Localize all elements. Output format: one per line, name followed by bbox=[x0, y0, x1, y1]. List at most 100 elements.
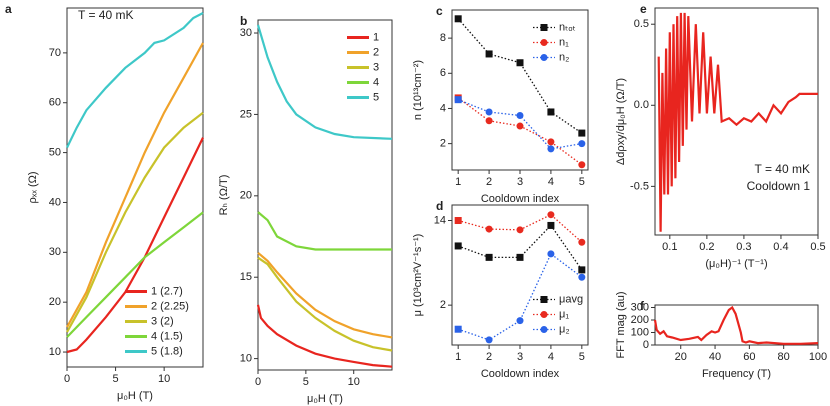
y-tick-label: 2 bbox=[440, 138, 446, 150]
x-axis-label: μ₀H (T) bbox=[307, 393, 343, 405]
legend-label: 3 (2) bbox=[151, 315, 174, 327]
panel-label: b bbox=[240, 14, 247, 28]
data-line bbox=[653, 305, 819, 345]
x-axis-label: μ₀H (T) bbox=[117, 390, 153, 402]
data-line bbox=[657, 12, 818, 232]
y-tick-label: 0.0 bbox=[634, 99, 649, 111]
plot-frame bbox=[654, 7, 819, 236]
data-line bbox=[256, 304, 393, 368]
data-point bbox=[547, 221, 555, 229]
data-line bbox=[256, 24, 393, 140]
data-point bbox=[454, 325, 462, 333]
legend-label: nₜₒₜ bbox=[559, 21, 576, 33]
y-axis-label: μ (10³cm²V⁻¹s⁻¹) bbox=[412, 234, 424, 317]
y-tick-label: 0 bbox=[643, 339, 649, 351]
data-line bbox=[457, 252, 583, 341]
data-line bbox=[257, 256, 393, 352]
y-tick-label: 20 bbox=[49, 296, 61, 308]
x-tick-label: 5 bbox=[113, 373, 119, 385]
x-tick-label: 40 bbox=[709, 351, 721, 363]
legend-label: n₁ bbox=[559, 36, 569, 48]
x-tick-label: 100 bbox=[809, 351, 827, 363]
data-point bbox=[485, 336, 493, 344]
legend-label: 2 bbox=[373, 46, 379, 58]
panel-label: c bbox=[436, 4, 443, 18]
data-line bbox=[66, 137, 204, 354]
legend-label: 4 (1.5) bbox=[151, 330, 183, 342]
y-tick-label: 30 bbox=[240, 27, 252, 39]
legend-marker bbox=[540, 311, 548, 318]
data-point bbox=[547, 145, 555, 153]
y-tick-label: 50 bbox=[49, 147, 61, 159]
data-point bbox=[454, 242, 462, 250]
data-point bbox=[547, 138, 555, 146]
legend-label: 4 bbox=[373, 76, 379, 88]
data-point bbox=[516, 59, 524, 67]
legend-label: n₂ bbox=[559, 51, 569, 63]
x-tick-label: 3 bbox=[517, 351, 523, 363]
y-axis-label: ρₓₓ (Ω) bbox=[27, 171, 39, 203]
data-point bbox=[516, 111, 524, 119]
x-tick-label: 4 bbox=[548, 351, 554, 363]
y-tick-label: 300 bbox=[631, 301, 649, 313]
data-point bbox=[516, 122, 524, 130]
y-axis-label: Rₕ (Ω/T) bbox=[218, 175, 230, 216]
data-point bbox=[516, 253, 524, 261]
y-tick-label: 200 bbox=[631, 314, 649, 326]
data-point bbox=[485, 253, 493, 261]
y-tick-label: 8 bbox=[440, 32, 446, 44]
x-tick-label: 0 bbox=[64, 373, 70, 385]
y-tick-label: 2 bbox=[440, 299, 446, 311]
y-tick-label: 10 bbox=[240, 353, 252, 365]
data-point bbox=[578, 273, 586, 281]
x-tick-label: 2 bbox=[486, 351, 492, 363]
data-line bbox=[257, 251, 393, 339]
legend-label: 5 bbox=[373, 91, 379, 103]
legend-marker bbox=[540, 24, 548, 31]
annotation: Cooldown 1 bbox=[747, 179, 811, 193]
x-axis-label: Frequency (T) bbox=[702, 368, 771, 380]
data-point bbox=[578, 161, 586, 169]
data-point bbox=[485, 117, 493, 125]
x-tick-label: 0.5 bbox=[810, 241, 825, 253]
data-point bbox=[547, 250, 555, 258]
x-tick-label: 80 bbox=[778, 351, 790, 363]
y-tick-label: 100 bbox=[631, 326, 649, 338]
data-line bbox=[458, 213, 583, 243]
data-point bbox=[578, 238, 586, 246]
legend-label: 3 bbox=[373, 61, 379, 73]
legend-label: 5 (1.8) bbox=[151, 345, 183, 357]
data-point bbox=[547, 108, 555, 116]
data-point bbox=[485, 108, 493, 116]
data-point bbox=[516, 317, 524, 325]
legend-label: μ₂ bbox=[559, 323, 570, 335]
x-tick-label: 0.3 bbox=[736, 241, 751, 253]
data-point bbox=[485, 50, 493, 58]
x-tick-label: 5 bbox=[303, 376, 309, 388]
plot-frame bbox=[66, 7, 204, 368]
data-point bbox=[454, 217, 462, 225]
plot-frame bbox=[257, 19, 393, 371]
x-tick-label: 2 bbox=[486, 176, 492, 188]
x-tick-label: 0.4 bbox=[773, 241, 788, 253]
x-tick-label: 0 bbox=[255, 376, 261, 388]
legend-label: 2 (2.25) bbox=[151, 300, 189, 312]
data-line bbox=[457, 97, 583, 166]
x-axis-label: (μ₀H)⁻¹ (T⁻¹) bbox=[705, 258, 767, 270]
x-tick-label: 10 bbox=[158, 373, 170, 385]
legend-marker bbox=[540, 39, 548, 46]
x-tick-label: 10 bbox=[348, 376, 360, 388]
data-point bbox=[454, 15, 462, 23]
panel-label: e bbox=[640, 2, 647, 16]
data-point bbox=[547, 211, 555, 219]
x-axis-label: Cooldown index bbox=[481, 193, 560, 205]
x-axis-label: Cooldown index bbox=[481, 368, 560, 380]
annotation: T = 40 mK bbox=[755, 162, 810, 176]
y-tick-label: 14 bbox=[434, 214, 446, 226]
x-tick-label: 20 bbox=[675, 351, 687, 363]
panel-label: a bbox=[5, 2, 12, 16]
x-tick-label: 5 bbox=[579, 176, 585, 188]
data-point bbox=[578, 266, 586, 274]
y-tick-label: 60 bbox=[49, 97, 61, 109]
